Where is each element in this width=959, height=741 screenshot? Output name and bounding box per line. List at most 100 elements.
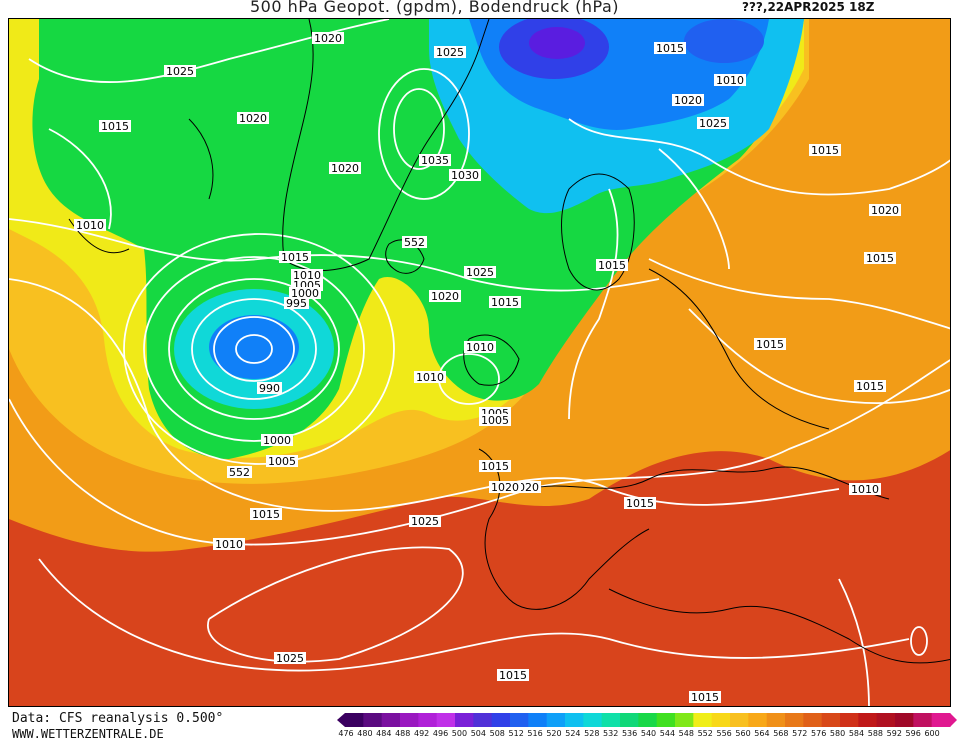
isobar-label: 1010 (851, 483, 879, 496)
isobar-label-bg (497, 669, 529, 681)
isobar-label-bg (754, 338, 786, 350)
colorbar-tick-label: 516 (527, 729, 543, 738)
isobar-label: 1025 (276, 652, 304, 665)
header: 500 hPa Geopot. (gpdm), Bodendruck (hPa)… (0, 0, 959, 18)
colorbar-tick-label: 488 (395, 729, 411, 738)
map-title: 500 hPa Geopot. (gpdm), Bodendruck (hPa) (250, 0, 620, 16)
colorbar-tick-label: 528 (584, 729, 600, 738)
colorbar-tick-label: 532 (603, 729, 619, 738)
colorbar-tick-label: 556 (716, 729, 732, 738)
colorbar-segment (766, 713, 786, 727)
colorbar-segment (455, 713, 474, 727)
isobar-label-bg (329, 162, 361, 174)
colorbar-tick-label: 504 (470, 729, 486, 738)
isobar-label: 1025 (436, 46, 464, 59)
isobar-label: 1015 (481, 460, 509, 473)
isobar-label: 1020 (331, 162, 359, 175)
isobar-label: 552 (229, 466, 250, 479)
map-datetime: ???,22APR2025 18Z (742, 0, 875, 14)
isobar-label: 1015 (811, 144, 839, 157)
field-low-core (529, 27, 585, 59)
isobar-label-bg (869, 204, 901, 216)
isobar-label: 1015 (626, 497, 654, 510)
isobar-label: 1020 (431, 290, 459, 303)
footer: Data: CFS reanalysis 0.500° WWW.WETTERZE… (0, 708, 959, 741)
colorbar-segment (656, 713, 676, 727)
colorbar-tick-label: 600 (924, 729, 940, 738)
colorbar-tick-label: 540 (640, 729, 657, 738)
colorbar-tick-label: 560 (735, 729, 751, 738)
isobar-label: 552 (404, 236, 425, 249)
isobar-label: 1020 (491, 481, 519, 494)
isobar-label: 1015 (281, 251, 309, 264)
colorbar-tick-label: 588 (867, 729, 884, 738)
colorbar-tick-label: 564 (754, 729, 770, 738)
colorbar-tick-label: 568 (773, 729, 789, 738)
isobar-label-bg (429, 290, 461, 302)
colorbar-segment (565, 713, 584, 727)
isobar-label-bg (809, 144, 841, 156)
colorbar-tick-label: 576 (811, 729, 827, 738)
isobar-label-bg (689, 691, 721, 703)
isobar-label: 1020 (871, 204, 899, 217)
isobar-label: 1010 (293, 269, 321, 282)
isobar-label-bg (213, 538, 245, 550)
colorbar-segment (931, 713, 951, 727)
colorbar-tick-label: 596 (905, 729, 921, 738)
colorbar-tick-label: 552 (697, 729, 713, 738)
isobar-label-bg (402, 236, 427, 248)
colorbar-segment (473, 713, 493, 727)
colorbar-tick-label: 476 (338, 729, 354, 738)
isobar-label: 1025 (166, 65, 194, 78)
colorbar-segment (418, 713, 438, 727)
isobar-label-bg (414, 371, 446, 383)
colorbar-tick-label: 584 (848, 729, 865, 738)
isobar-label-bg (74, 219, 106, 231)
colorbar-segment (583, 713, 603, 727)
colorbar-segment (876, 713, 896, 727)
colorbar-tick-label: 580 (829, 729, 846, 738)
colorbar-segment (821, 713, 841, 727)
map-canvas: 1020 1025 1015 1025 1020 1010 1020 1015 1025 1020… (9, 19, 950, 706)
isobar-label: 1015 (491, 296, 519, 309)
isobar-label: 1010 (466, 341, 494, 354)
isobar-label-bg (654, 42, 686, 54)
isobar-label: 1015 (101, 120, 129, 133)
colorbar-segment (895, 713, 914, 727)
isobar-label: 1020 (239, 112, 267, 125)
colorbar-segment (711, 713, 731, 727)
colorbar-segment (785, 713, 804, 727)
colorbar-tick-label: 572 (792, 729, 808, 738)
isobar-label-bg (419, 154, 451, 166)
colorbar-segment (840, 713, 859, 727)
isobar-label: 1005 (268, 455, 296, 468)
colorbar-segment (675, 713, 694, 727)
isobar-label-bg (854, 380, 886, 392)
isobar-label: 1010 (76, 219, 104, 232)
isobar-label: 1015 (756, 338, 784, 351)
isobar-label: 1015 (856, 380, 884, 393)
colorbar-segment (620, 713, 639, 727)
isobar-label-bg (864, 252, 896, 264)
isobar-label: 1025 (699, 117, 727, 130)
colorbar-segment (858, 713, 878, 727)
colorbar-segment (345, 713, 364, 727)
isobar-label: 1025 (466, 266, 494, 279)
field-blue-secondary (684, 19, 764, 63)
colorbar-segment (400, 713, 419, 727)
isobar-label: 1010 (215, 538, 243, 551)
colorbar-tick-label: 544 (659, 729, 676, 738)
website-credit: WWW.WETTERZENTRALE.DE (12, 727, 164, 741)
colorbar-segment (546, 713, 566, 727)
colorbar-labels: 476 480 484 488 492 496 500 504 508 512 516 520 524 5… (338, 729, 949, 739)
colorbar-segment (693, 713, 713, 727)
colorbar-arrow-left (337, 713, 345, 727)
isobar-label-bg (464, 341, 496, 353)
isobar-label-bg (672, 94, 704, 106)
isobars (9, 19, 950, 706)
colorbar-tick-label: 496 (432, 729, 449, 738)
colorbar-segment (638, 713, 658, 727)
isobar-label-bg (257, 382, 282, 394)
isobar-label: 1015 (598, 259, 626, 272)
isobar-labels: 1020 1025 1015 1025 1020 1010 1020 1015 1025 1020… (74, 32, 901, 704)
